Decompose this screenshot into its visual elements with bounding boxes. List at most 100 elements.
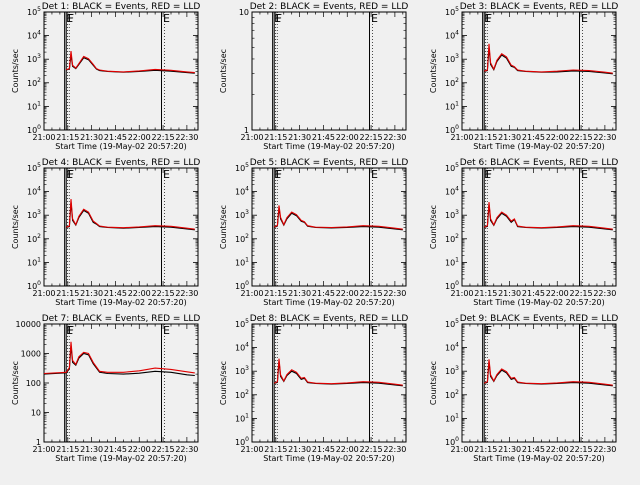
- x-tick-label: 21:30: [80, 289, 103, 298]
- y-tick-label: 102: [27, 77, 41, 88]
- x-tick-label: 21:30: [288, 445, 311, 454]
- panel-9: Det 9: BLACK = Events, RED = LLD 100 101 10…: [429, 314, 618, 463]
- x-tick-label: 21:00: [450, 133, 473, 142]
- panel-4: Det 4: BLACK = Events, RED = LLD 100 101 10…: [11, 158, 200, 307]
- events-series-line: [484, 362, 613, 387]
- y-tick-label: 100: [27, 124, 41, 135]
- x-tick-label: 22:15: [570, 289, 593, 298]
- x-tick-label: 22:30: [175, 445, 198, 454]
- x-tick-label: 21:30: [498, 133, 521, 142]
- x-axis-label: Start Time (19-May-02 20:57:20): [473, 454, 604, 463]
- y-tick-label: 1: [36, 438, 41, 447]
- x-tick-label: 21:30: [498, 445, 521, 454]
- y-tick-label: 102: [445, 233, 459, 244]
- marker-label: F: [276, 324, 282, 337]
- marker-label: E: [163, 324, 170, 337]
- x-tick-label: 22:30: [383, 289, 406, 298]
- marker-label: F: [276, 168, 282, 181]
- y-tick-label: 105: [27, 162, 41, 173]
- y-tick-label: 105: [235, 162, 249, 173]
- y-tick-label: 1: [244, 126, 249, 135]
- x-tick-label: 22:30: [593, 289, 616, 298]
- x-tick-label: 22:00: [546, 289, 569, 298]
- x-tick-label: 22:30: [383, 445, 406, 454]
- y-tick-label: 105: [445, 162, 459, 173]
- y-tick-label: 104: [27, 186, 41, 197]
- x-tick-label: 21:45: [104, 289, 127, 298]
- x-tick-label: 22:00: [546, 133, 569, 142]
- y-tick-label: 100: [27, 280, 41, 291]
- marker-label: F: [68, 168, 74, 181]
- x-axis-label: Start Time (19-May-02 20:57:20): [55, 142, 186, 151]
- y-tick-label: 10000: [16, 320, 41, 329]
- marker-label: F: [486, 168, 492, 181]
- lld-series-line: [483, 359, 613, 386]
- lld-series-line: [484, 43, 613, 74]
- y-tick-label: 103: [445, 209, 459, 220]
- x-tick-label: 21:45: [522, 133, 545, 142]
- x-tick-label: 21:45: [312, 289, 335, 298]
- x-tick-label: 22:00: [128, 289, 151, 298]
- events-series-line: [484, 47, 613, 75]
- x-tick-label: 21:45: [312, 445, 335, 454]
- y-tick-label: 103: [445, 53, 459, 64]
- y-tick-label: 100: [26, 379, 41, 388]
- x-tick-label: 22:15: [152, 289, 175, 298]
- y-tick-label: 105: [235, 318, 249, 329]
- x-tick-label: 21:15: [474, 133, 497, 142]
- y-tick-label: 103: [235, 365, 249, 376]
- panel-title: Det 7: BLACK = Events, RED = LLD: [42, 314, 201, 324]
- y-axis-label: Counts/sec: [11, 361, 20, 405]
- x-tick-label: 21:45: [104, 133, 127, 142]
- x-axis-label: Start Time (19-May-02 20:57:20): [55, 298, 186, 307]
- y-axis-label: Counts/sec: [429, 49, 438, 93]
- x-tick-label: 21:30: [80, 445, 103, 454]
- marker-label: E: [163, 168, 170, 181]
- marker-label: E: [66, 324, 73, 337]
- x-tick-label: 21:00: [240, 289, 263, 298]
- panel-2: Det 2: BLACK = Events, RED = LLD 1 10 21:00…: [219, 2, 408, 151]
- y-axis-label: Counts/sec: [219, 49, 228, 93]
- panel-title: Det 2: BLACK = Events, RED = LLD: [250, 2, 409, 12]
- y-tick-label: 100: [445, 124, 459, 135]
- plot-frame: [461, 11, 617, 131]
- panel-title: Det 3: BLACK = Events, RED = LLD: [460, 2, 619, 12]
- y-axis-label: Counts/sec: [219, 205, 228, 249]
- panel-title: Det 4: BLACK = Events, RED = LLD: [42, 158, 201, 168]
- x-tick-label: 21:30: [288, 133, 311, 142]
- marker-label: E: [581, 324, 588, 337]
- x-tick-label: 22:30: [593, 133, 616, 142]
- x-axis-label: Start Time (19-May-02 20:57:20): [263, 454, 394, 463]
- lld-series-line: [66, 199, 195, 230]
- y-axis-label: Counts/sec: [429, 205, 438, 249]
- y-tick-label: 100: [235, 280, 249, 291]
- y-tick-label: 105: [27, 6, 41, 17]
- x-tick-label: 21:00: [32, 133, 55, 142]
- x-tick-label: 22:15: [360, 133, 383, 142]
- lld-series-line: [273, 205, 403, 230]
- panel-title: Det 9: BLACK = Events, RED = LLD: [460, 314, 619, 324]
- y-tick-label: 104: [235, 342, 249, 353]
- x-tick-label: 21:15: [474, 289, 497, 298]
- events-series-line: [274, 361, 403, 387]
- y-axis-label: Counts/sec: [429, 361, 438, 405]
- panel-7: Det 7: BLACK = Events, RED = LLD 1 10 100 10…: [11, 314, 200, 463]
- y-tick-label: 101: [235, 412, 249, 423]
- y-tick-label: 101: [445, 100, 459, 111]
- lld-series-line: [273, 358, 403, 386]
- marker-label: E: [163, 12, 170, 25]
- y-tick-label: 102: [445, 389, 459, 400]
- plot-frame: [43, 167, 199, 287]
- y-tick-label: 101: [27, 100, 41, 111]
- y-tick-label: 104: [235, 186, 249, 197]
- x-tick-label: 21:00: [32, 289, 55, 298]
- x-tick-label: 21:00: [32, 445, 55, 454]
- x-axis-label: Start Time (19-May-02 20:57:20): [55, 454, 186, 463]
- panel-title: Det 1: BLACK = Events, RED = LLD: [42, 2, 201, 12]
- y-tick-label: 105: [445, 318, 459, 329]
- marker-label: E: [484, 12, 491, 25]
- y-tick-label: 100: [235, 436, 249, 447]
- panel-6: Det 6: BLACK = Events, RED = LLD 100 101 10…: [429, 158, 618, 307]
- panel-5: Det 5: BLACK = Events, RED = LLD 100 101 10…: [219, 158, 408, 307]
- x-tick-label: 21:00: [240, 445, 263, 454]
